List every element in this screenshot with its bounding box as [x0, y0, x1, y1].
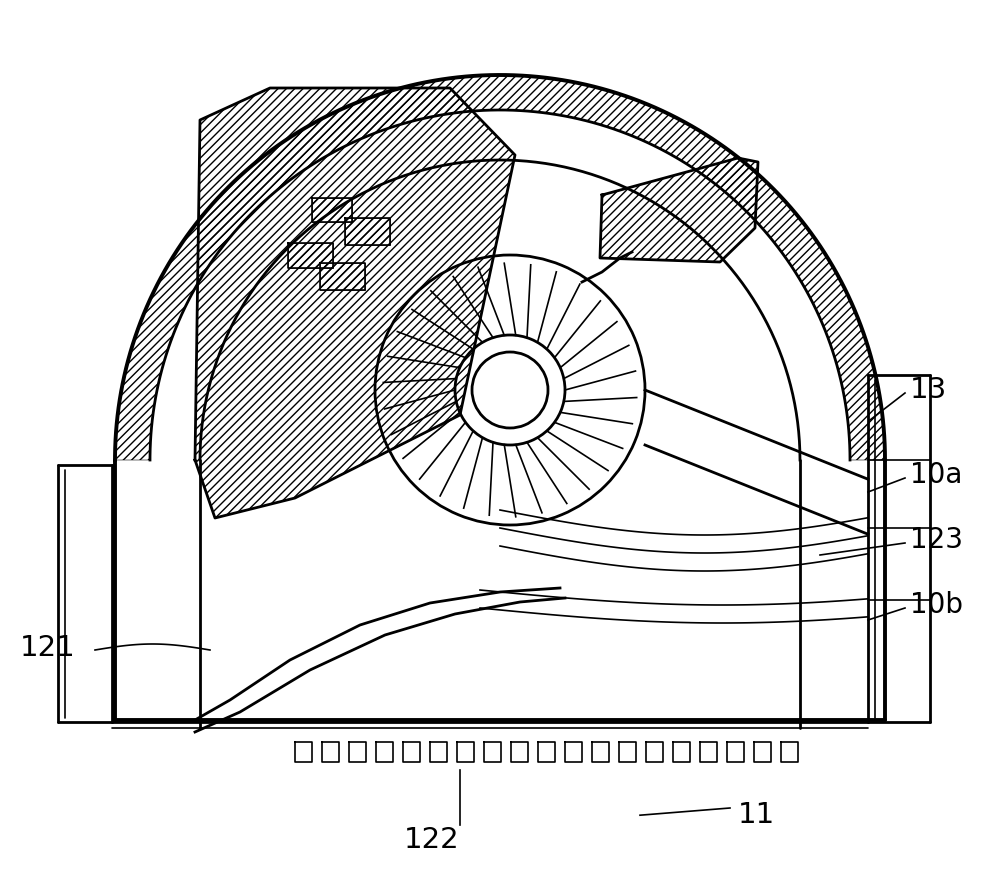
- Text: 11: 11: [738, 801, 775, 829]
- Text: 121: 121: [20, 634, 76, 662]
- Text: 10a: 10a: [910, 461, 962, 489]
- Text: 122: 122: [404, 826, 460, 854]
- Text: 123: 123: [910, 526, 963, 554]
- Text: 13: 13: [910, 376, 947, 404]
- Text: 10b: 10b: [910, 591, 963, 619]
